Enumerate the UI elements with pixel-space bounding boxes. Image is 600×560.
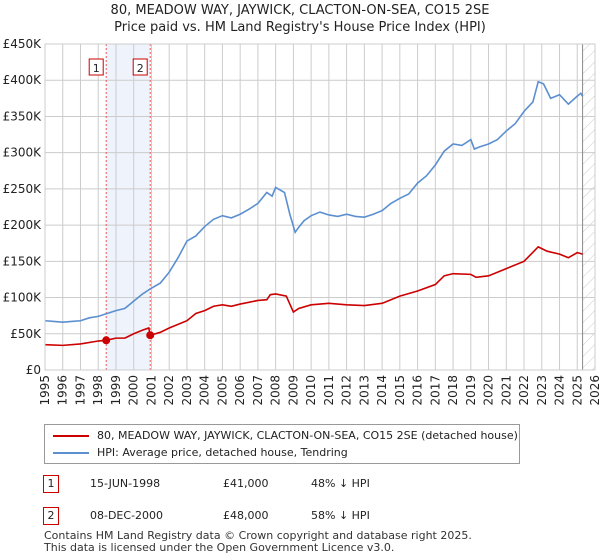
- transaction-price: £48,000: [223, 509, 269, 522]
- x-tick-label: 2006: [233, 375, 247, 406]
- x-tick-label: 2013: [357, 375, 371, 406]
- x-tick-label: 2014: [375, 375, 389, 406]
- y-tick-label: £0: [26, 363, 41, 377]
- y-tick-label: £300K: [3, 146, 43, 160]
- legend-property: 80, MEADOW WAY, JAYWICK, CLACTON-ON-SEA,…: [97, 429, 518, 442]
- footer-copyright: Contains HM Land Registry data © Crown c…: [44, 529, 472, 542]
- footer-licence: This data is licensed under the Open Gov…: [44, 541, 395, 554]
- legend-hpi: HPI: Average price, detached house, Tend…: [97, 446, 348, 459]
- x-tick-label: 2017: [428, 375, 442, 406]
- y-tick-label: £150K: [3, 254, 43, 268]
- x-tick-label: 2011: [322, 375, 336, 406]
- future-hatch: [582, 44, 595, 370]
- x-tick-label: 2000: [127, 375, 141, 406]
- transaction-number: 1: [43, 475, 59, 493]
- x-tick-label: 2012: [340, 375, 354, 406]
- x-tick-label: 2015: [393, 375, 407, 406]
- sale-label: 2: [137, 62, 144, 75]
- transaction-date: 15-JUN-1998: [90, 477, 161, 490]
- transaction-number: 2: [43, 507, 59, 525]
- x-tick-label: 2024: [553, 375, 567, 406]
- x-tick-label: 2019: [464, 375, 478, 406]
- x-tick-label: 2002: [162, 375, 176, 406]
- x-tick-label: 2001: [144, 375, 158, 406]
- series-line: [44, 80, 584, 323]
- x-tick-label: 2023: [535, 375, 549, 406]
- x-tick-label: 1998: [91, 375, 105, 406]
- y-tick-label: £400K: [3, 73, 43, 87]
- x-tick-label: 2026: [588, 375, 600, 406]
- price-chart: £0 £50K £100K £150K £200K £250K £300K £350K £400…: [3, 37, 600, 406]
- transaction-hpi: 58% ↓ HPI: [311, 509, 370, 522]
- sale-label: 1: [93, 62, 100, 75]
- x-tick-label: 2021: [499, 375, 513, 406]
- chart-title: 80, MEADOW WAY, JAYWICK, CLACTON-ON-SEA,…: [110, 3, 490, 18]
- x-tick-label: 2018: [446, 375, 460, 406]
- transaction-hpi: 48% ↓ HPI: [311, 477, 370, 490]
- legend-red-swatch: [53, 434, 89, 437]
- chart-subtitle: Price paid vs. HM Land Registry's House …: [114, 20, 486, 35]
- sale-label-box: [132, 58, 148, 76]
- sale-point: [146, 331, 155, 340]
- y-tick-label: £50K: [10, 327, 42, 341]
- sale-label-box: [88, 58, 104, 76]
- x-tick-label: 2020: [482, 375, 496, 406]
- y-tick-label: £250K: [3, 182, 43, 196]
- y-tick-label: £450K: [3, 37, 43, 51]
- sale-period-shading: [106, 44, 151, 370]
- y-tick-label: £200K: [3, 218, 43, 232]
- x-tick-label: 2007: [251, 375, 265, 406]
- x-tick-label: 2009: [286, 375, 300, 406]
- transaction-row: 2 08-DEC-2000 £48,000 58% ↓ HPI: [43, 507, 443, 525]
- legend: 80, MEADOW WAY, JAYWICK, CLACTON-ON-SEA,…: [44, 424, 520, 464]
- x-tick-label: 1997: [73, 375, 87, 406]
- x-tick-label: 2022: [517, 375, 531, 406]
- legend-blue-swatch: [53, 451, 89, 454]
- transaction-date: 08-DEC-2000: [90, 509, 164, 522]
- series-line: [44, 245, 583, 347]
- x-tick-label: 2025: [570, 375, 584, 406]
- x-tick-label: 1996: [56, 375, 70, 406]
- sale-point: [102, 336, 111, 345]
- x-tick-label: 2005: [215, 375, 229, 406]
- y-tick-label: £350K: [3, 109, 43, 123]
- transaction-price: £41,000: [223, 477, 269, 490]
- plot-border: [44, 43, 596, 371]
- x-tick-label: 2016: [411, 375, 425, 406]
- x-tick-label: 2003: [180, 375, 194, 406]
- x-tick-label: 2008: [269, 375, 283, 406]
- y-tick-label: £100K: [3, 291, 43, 305]
- x-tick-label: 2010: [304, 375, 318, 406]
- x-tick-label: 2004: [198, 375, 212, 406]
- x-tick-label: 1995: [38, 375, 52, 406]
- transaction-row: 1 15-JUN-1998 £41,000 48% ↓ HPI: [43, 475, 443, 493]
- x-tick-label: 1999: [109, 375, 123, 406]
